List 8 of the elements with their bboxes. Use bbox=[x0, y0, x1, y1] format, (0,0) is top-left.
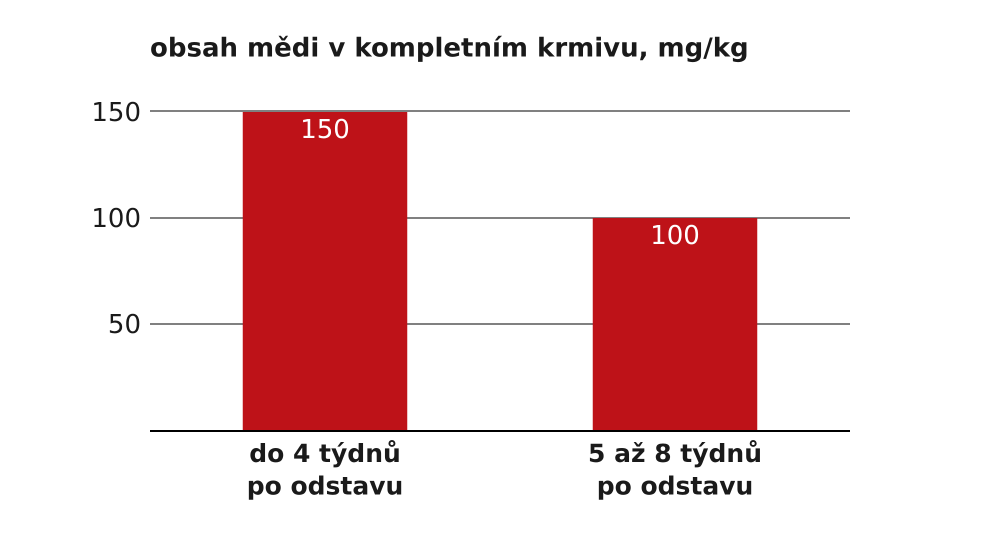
x-tick-label: do 4 týdnů po odstavu bbox=[246, 439, 404, 500]
y-tick-label: 150 bbox=[91, 98, 141, 128]
x-tick-label: 5 až 8 týdnů po odstavu bbox=[588, 439, 762, 500]
data-label: 150 bbox=[300, 115, 350, 145]
chart-title: obsah mědi v kompletním krmivu, mg/kg bbox=[150, 34, 749, 64]
y-tick-label: 100 bbox=[91, 204, 141, 234]
y-tick-label: 50 bbox=[108, 310, 141, 340]
data-label: 100 bbox=[650, 221, 700, 251]
